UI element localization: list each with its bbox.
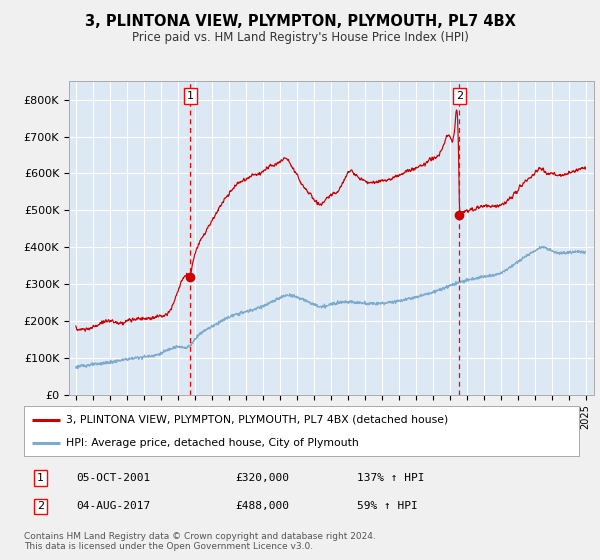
Text: Contains HM Land Registry data © Crown copyright and database right 2024.
This d: Contains HM Land Registry data © Crown c… [24, 532, 376, 552]
Text: £488,000: £488,000 [235, 501, 289, 511]
Text: Price paid vs. HM Land Registry's House Price Index (HPI): Price paid vs. HM Land Registry's House … [131, 31, 469, 44]
Text: 1: 1 [187, 91, 194, 101]
Text: 3, PLINTONA VIEW, PLYMPTON, PLYMOUTH, PL7 4BX (detached house): 3, PLINTONA VIEW, PLYMPTON, PLYMOUTH, PL… [65, 414, 448, 424]
Text: 3, PLINTONA VIEW, PLYMPTON, PLYMOUTH, PL7 4BX: 3, PLINTONA VIEW, PLYMPTON, PLYMOUTH, PL… [85, 14, 515, 29]
Text: 59% ↑ HPI: 59% ↑ HPI [357, 501, 418, 511]
Text: 2: 2 [37, 501, 44, 511]
Text: 2: 2 [456, 91, 463, 101]
Text: HPI: Average price, detached house, City of Plymouth: HPI: Average price, detached house, City… [65, 438, 358, 448]
Text: 05-OCT-2001: 05-OCT-2001 [77, 473, 151, 483]
Text: 137% ↑ HPI: 137% ↑ HPI [357, 473, 425, 483]
Text: 04-AUG-2017: 04-AUG-2017 [77, 501, 151, 511]
Text: £320,000: £320,000 [235, 473, 289, 483]
Text: 1: 1 [37, 473, 44, 483]
